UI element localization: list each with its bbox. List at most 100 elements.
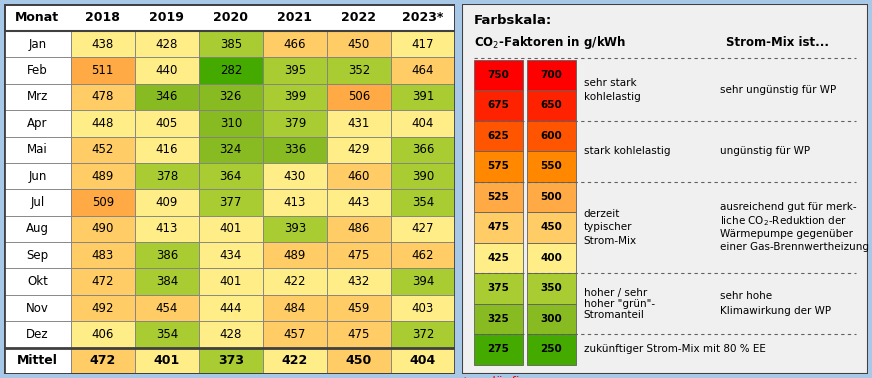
Bar	[391, 31, 455, 57]
Bar	[262, 348, 327, 374]
Bar	[391, 163, 455, 189]
Text: 440: 440	[155, 64, 178, 77]
Text: Jun: Jun	[28, 170, 46, 183]
Bar	[391, 110, 455, 136]
Text: ungünstig für WP: ungünstig für WP	[719, 146, 810, 156]
Text: Strom-Mix: Strom-Mix	[583, 236, 637, 246]
Bar	[199, 84, 262, 110]
Text: 405: 405	[156, 117, 178, 130]
Text: 625: 625	[487, 131, 509, 141]
Bar	[71, 110, 135, 136]
Bar	[4, 31, 71, 57]
Text: Farbskala:: Farbskala:	[474, 14, 553, 27]
Text: 372: 372	[412, 328, 434, 341]
Text: 492: 492	[92, 302, 114, 314]
Text: 379: 379	[283, 117, 306, 130]
Text: kohlelastig: kohlelastig	[583, 92, 641, 102]
Text: 413: 413	[155, 222, 178, 235]
Text: Feb: Feb	[27, 64, 48, 77]
Bar	[4, 242, 71, 268]
Bar	[391, 57, 455, 84]
Text: 427: 427	[412, 222, 434, 235]
Text: 575: 575	[487, 161, 509, 171]
Bar	[391, 136, 455, 163]
Text: 454: 454	[155, 302, 178, 314]
Text: CO$_2$-Faktoren in g/kWh: CO$_2$-Faktoren in g/kWh	[474, 34, 626, 51]
Text: Jul: Jul	[31, 196, 44, 209]
Bar	[71, 321, 135, 348]
Bar	[527, 212, 576, 243]
Bar	[391, 268, 455, 295]
Bar	[327, 110, 391, 136]
Text: 354: 354	[412, 196, 434, 209]
Text: 452: 452	[92, 143, 114, 156]
Bar	[135, 110, 199, 136]
Text: 401: 401	[220, 275, 242, 288]
Text: 2018: 2018	[85, 11, 120, 24]
Bar	[135, 31, 199, 57]
Bar	[527, 181, 576, 212]
Text: 462: 462	[412, 249, 434, 262]
Text: 326: 326	[220, 90, 242, 104]
Text: 472: 472	[90, 354, 116, 367]
Bar	[135, 163, 199, 189]
Bar	[199, 348, 262, 374]
Bar	[327, 57, 391, 84]
Text: 336: 336	[283, 143, 306, 156]
Text: 675: 675	[487, 100, 509, 110]
Text: 422: 422	[283, 275, 306, 288]
Text: 700: 700	[541, 70, 562, 80]
Text: 409: 409	[155, 196, 178, 209]
Text: 395: 395	[283, 64, 306, 77]
Text: 366: 366	[412, 143, 434, 156]
Text: 401: 401	[220, 222, 242, 235]
Text: 404: 404	[412, 117, 434, 130]
Bar	[391, 321, 455, 348]
Bar	[262, 216, 327, 242]
Bar	[391, 348, 455, 374]
Text: 428: 428	[220, 328, 242, 341]
Bar	[4, 110, 71, 136]
Text: 394: 394	[412, 275, 434, 288]
Bar	[199, 295, 262, 321]
Text: derzeit: derzeit	[583, 209, 620, 219]
Text: Jan: Jan	[28, 38, 46, 51]
Bar	[474, 121, 523, 151]
Bar	[262, 163, 327, 189]
Text: 486: 486	[348, 222, 370, 235]
Text: 464: 464	[412, 64, 434, 77]
Text: 475: 475	[348, 249, 370, 262]
Bar	[262, 57, 327, 84]
Text: Dez: Dez	[26, 328, 49, 341]
Text: 390: 390	[412, 170, 434, 183]
Bar	[474, 334, 523, 365]
Text: 386: 386	[156, 249, 178, 262]
Text: 350: 350	[541, 284, 562, 293]
Text: 399: 399	[283, 90, 306, 104]
Bar	[327, 163, 391, 189]
Bar	[135, 189, 199, 216]
Text: 478: 478	[92, 90, 114, 104]
Bar	[199, 189, 262, 216]
Text: 417: 417	[412, 38, 434, 51]
Text: Mittel: Mittel	[17, 354, 58, 367]
Bar	[262, 84, 327, 110]
Text: sehr hohe: sehr hohe	[719, 291, 772, 301]
Bar	[262, 242, 327, 268]
Bar	[4, 84, 71, 110]
Text: 391: 391	[412, 90, 434, 104]
Text: 432: 432	[348, 275, 370, 288]
Text: stark kohlelastig: stark kohlelastig	[583, 146, 671, 156]
Text: 450: 450	[541, 222, 562, 232]
Bar	[4, 57, 71, 84]
Text: 450: 450	[348, 38, 370, 51]
Bar	[135, 57, 199, 84]
Text: 413: 413	[283, 196, 306, 209]
Text: 375: 375	[487, 284, 509, 293]
Bar	[262, 189, 327, 216]
Bar	[527, 121, 576, 151]
Text: zukünftiger Strom-Mix mit 80 % EE: zukünftiger Strom-Mix mit 80 % EE	[583, 344, 766, 355]
Text: 2023*: 2023*	[402, 11, 444, 24]
Text: 282: 282	[220, 64, 242, 77]
Text: 600: 600	[541, 131, 562, 141]
